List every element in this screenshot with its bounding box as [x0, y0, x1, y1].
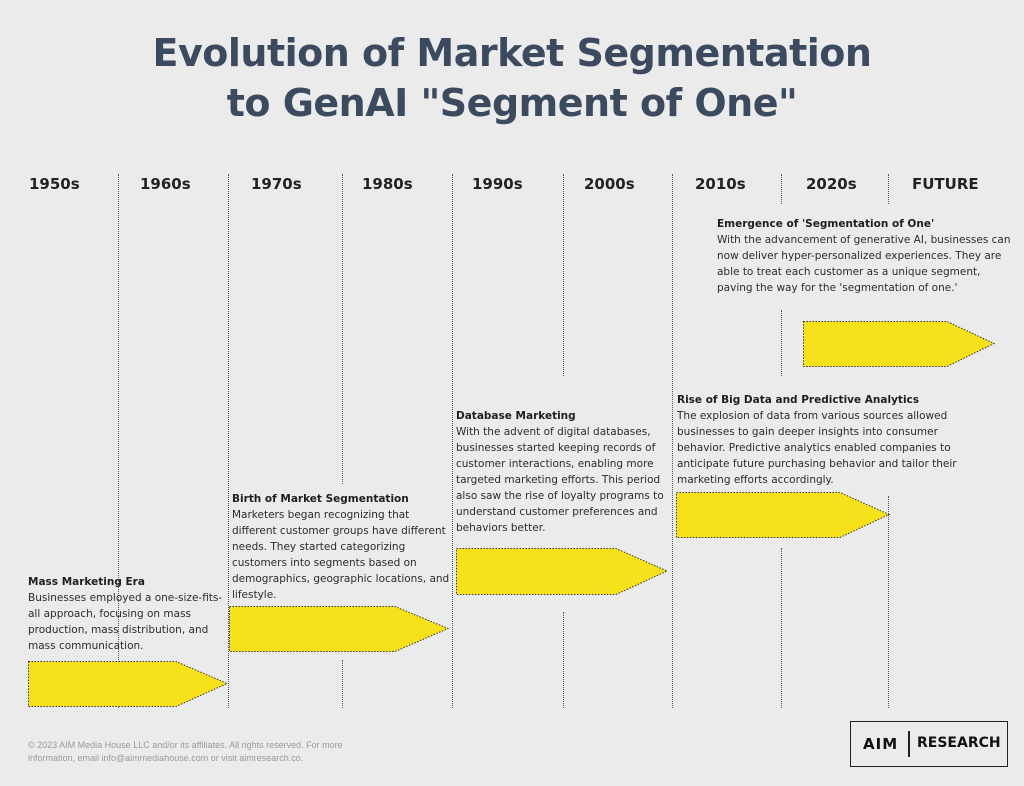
- title-line-2: to GenAI "Segment of One": [226, 81, 798, 125]
- divider-line: [342, 660, 343, 708]
- aim-research-logo: AIM RESEARCH: [850, 721, 1008, 767]
- divider-line: [452, 174, 453, 708]
- era-description: The explosion of data from various sourc…: [677, 410, 957, 486]
- arrow-segment-of-one: [803, 321, 996, 367]
- era-description: Businesses employed a one-size-fits-all …: [28, 592, 223, 652]
- divider-line: [563, 612, 564, 708]
- decade-future: FUTURE: [912, 175, 979, 193]
- era-heading: Mass Marketing Era: [28, 576, 145, 588]
- page-title: Evolution of Market Segmentation to GenA…: [0, 28, 1024, 128]
- arrow-big-data: [676, 492, 891, 538]
- era-heading: Rise of Big Data and Predictive Analytic…: [677, 394, 920, 406]
- arrow-database-marketing: [456, 548, 669, 595]
- era-big-data: Rise of Big Data and Predictive Analytic…: [677, 392, 957, 488]
- divider-line: [118, 174, 119, 708]
- divider-line: [888, 174, 889, 204]
- logo-divider: [908, 731, 910, 757]
- divider-line: [888, 496, 889, 708]
- era-market-segmentation: Birth of Market Segmentation Marketers b…: [232, 491, 450, 603]
- era-mass-marketing: Mass Marketing Era Businesses employed a…: [28, 574, 223, 654]
- decade-2020s: 2020s: [806, 175, 857, 193]
- copyright-footer: © 2023 AIM Media House LLC and/or its af…: [28, 740, 343, 763]
- divider-line: [672, 174, 673, 708]
- divider-line: [781, 548, 782, 708]
- divider-line: [563, 174, 564, 376]
- divider-line: [781, 174, 782, 204]
- aim-logo-mark: AIM: [863, 735, 899, 753]
- title-line-1: Evolution of Market Segmentation: [152, 31, 872, 75]
- divider-line: [781, 310, 782, 376]
- decade-1970s: 1970s: [251, 175, 302, 193]
- era-database-marketing: Database Marketing With the advent of di…: [456, 408, 670, 536]
- arrow-mass-marketing: [28, 661, 229, 707]
- decade-2000s: 2000s: [584, 175, 635, 193]
- decade-1950s: 1950s: [29, 175, 80, 193]
- decade-2010s: 2010s: [695, 175, 746, 193]
- era-segment-of-one: Emergence of 'Segmentation of One' With …: [717, 216, 1017, 296]
- era-heading: Emergence of 'Segmentation of One': [717, 218, 935, 230]
- era-heading: Database Marketing: [456, 410, 576, 422]
- arrow-market-segmentation: [229, 606, 450, 652]
- decade-1980s: 1980s: [362, 175, 413, 193]
- era-description: With the advent of digital databases, bu…: [456, 426, 664, 534]
- divider-line: [228, 174, 229, 708]
- era-description: Marketers began recognizing that differe…: [232, 509, 450, 601]
- divider-line: [342, 174, 343, 484]
- era-heading: Birth of Market Segmentation: [232, 493, 409, 505]
- era-description: With the advancement of generative AI, b…: [717, 234, 1011, 294]
- logo-wordmark: RESEARCH: [917, 735, 1001, 751]
- decade-1960s: 1960s: [140, 175, 191, 193]
- decade-1990s: 1990s: [472, 175, 523, 193]
